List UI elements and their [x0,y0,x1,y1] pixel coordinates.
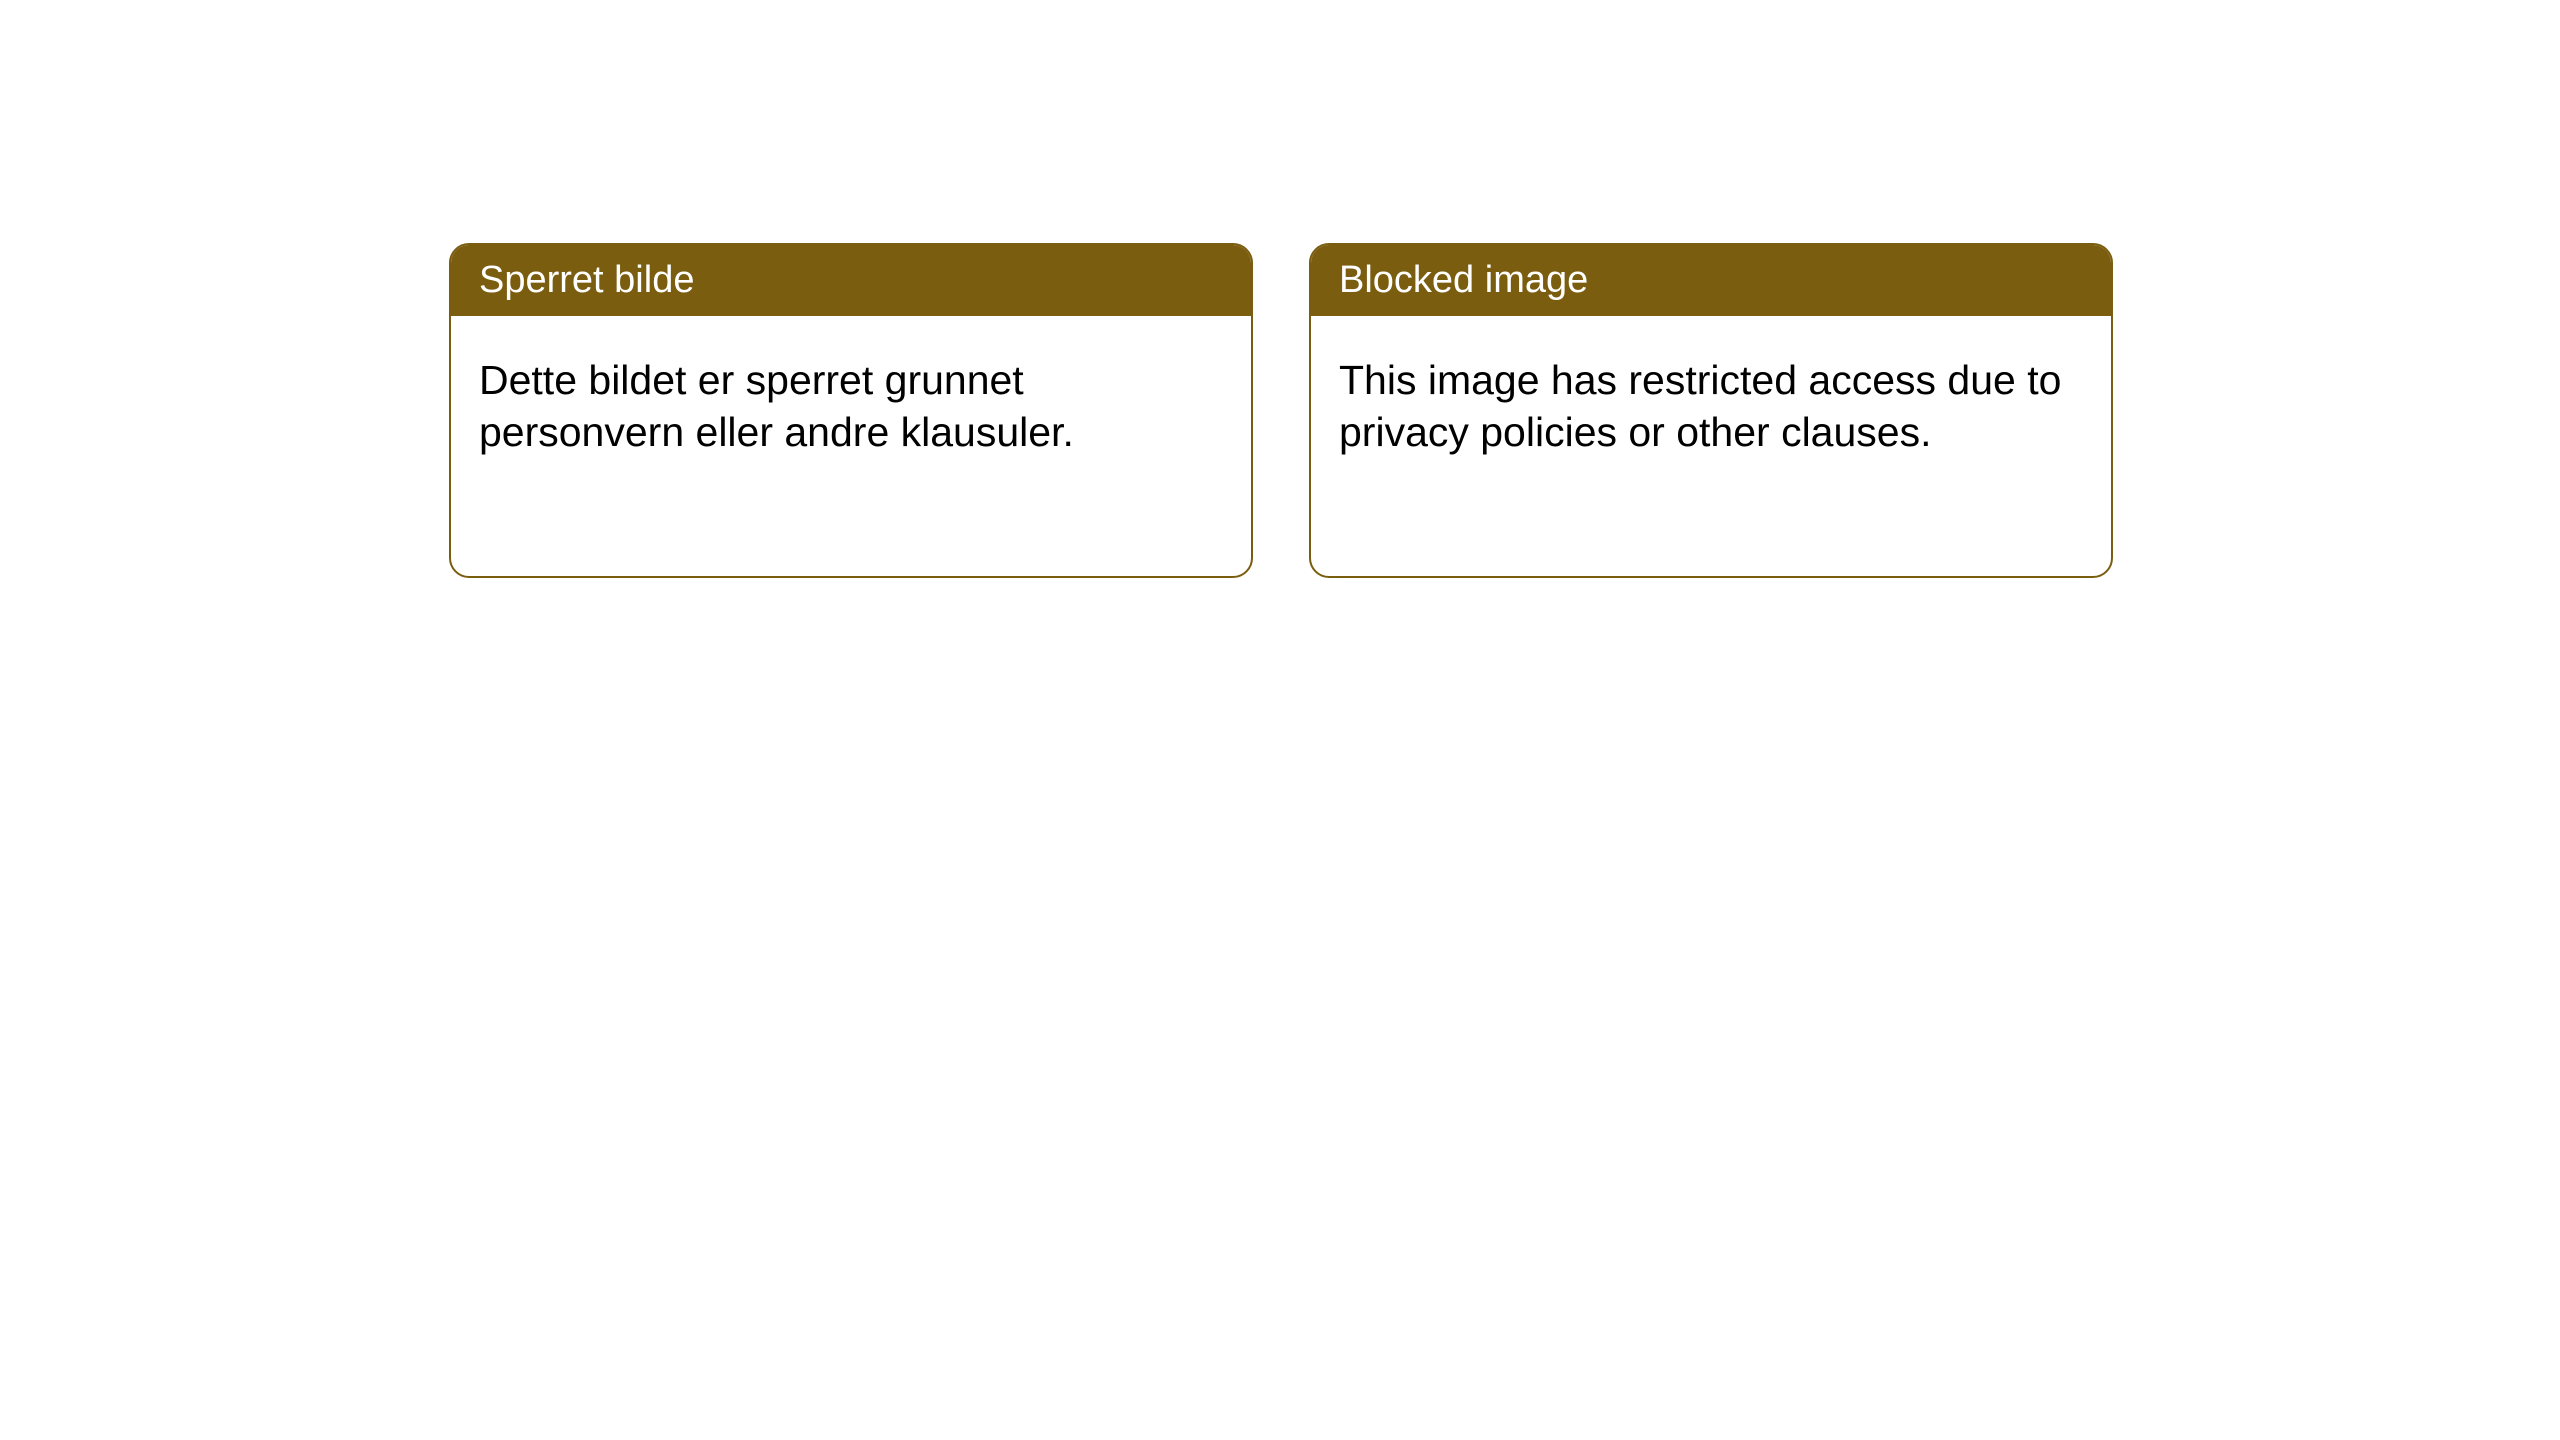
notice-card-norwegian: Sperret bilde Dette bildet er sperret gr… [449,243,1253,578]
notice-body: Dette bildet er sperret grunnet personve… [451,316,1251,497]
notice-header: Sperret bilde [451,245,1251,316]
notice-container: Sperret bilde Dette bildet er sperret gr… [449,243,2113,578]
notice-card-english: Blocked image This image has restricted … [1309,243,2113,578]
notice-body: This image has restricted access due to … [1311,316,2111,497]
notice-header: Blocked image [1311,245,2111,316]
